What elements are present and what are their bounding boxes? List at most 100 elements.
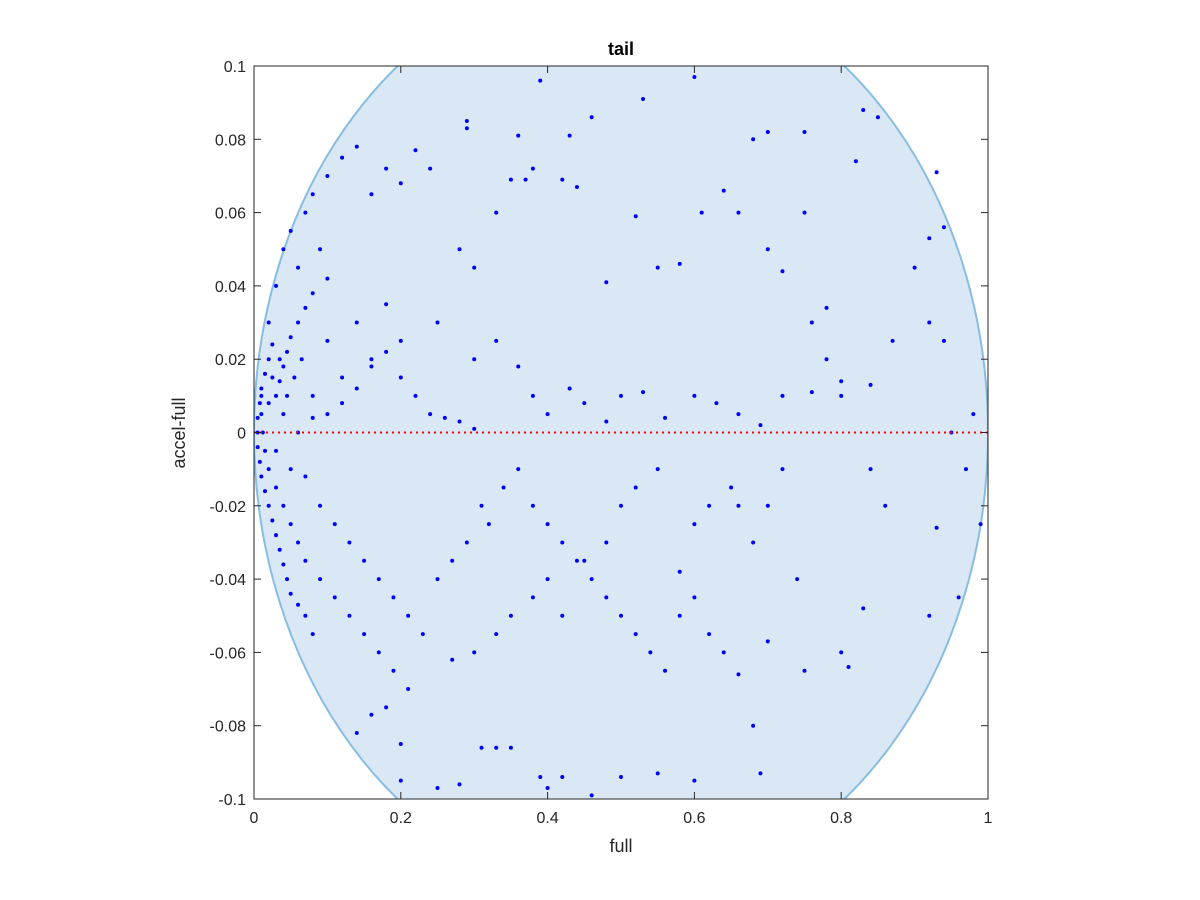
- y-tick-label: -0.08: [210, 719, 247, 736]
- data-point: [677, 569, 682, 574]
- data-point: [729, 485, 734, 490]
- data-point: [663, 415, 668, 420]
- data-point: [560, 775, 565, 780]
- data-point: [655, 265, 660, 270]
- data-point: [677, 613, 682, 618]
- data-point: [486, 522, 491, 527]
- y-tick-label: 0.02: [215, 352, 246, 369]
- data-point: [861, 107, 866, 112]
- data-point: [391, 668, 396, 673]
- data-point: [332, 522, 337, 527]
- data-point: [677, 261, 682, 266]
- data-point: [413, 393, 418, 398]
- y-tick-labels: -0.1 -0.08 -0.06 -0.04 -0.02 0 0.02 0.04 0.06 0.0…: [210, 59, 247, 809]
- x-axis-label: full: [609, 836, 632, 856]
- data-point: [861, 606, 866, 611]
- data-point: [277, 357, 282, 362]
- data-point: [692, 778, 697, 783]
- data-point: [619, 613, 623, 618]
- axis-ticks: [253, 65, 989, 800]
- data-point: [560, 540, 565, 545]
- data-point: [633, 485, 638, 490]
- data-point: [824, 357, 829, 362]
- data-point: [435, 320, 440, 325]
- data-point: [406, 613, 411, 618]
- data-point: [765, 247, 770, 252]
- data-point: [318, 577, 323, 582]
- data-point: [494, 210, 499, 215]
- data-point: [692, 74, 697, 79]
- data-point: [450, 657, 455, 662]
- data-point: [927, 320, 932, 325]
- data-point: [963, 467, 968, 472]
- data-point: [707, 632, 712, 637]
- x-tick-label: 0.4: [536, 810, 558, 827]
- data-point: [369, 192, 374, 197]
- data-point: [956, 595, 961, 600]
- data-point: [303, 474, 308, 479]
- y-tick-label: 0: [237, 426, 246, 443]
- data-point: [780, 269, 785, 274]
- data-point: [978, 522, 983, 527]
- data-point: [934, 170, 939, 175]
- data-point: [472, 426, 477, 431]
- data-point: [340, 401, 345, 406]
- data-point: [721, 650, 726, 655]
- data-point: [292, 375, 297, 380]
- data-point: [347, 613, 352, 618]
- data-point: [868, 382, 873, 387]
- data-point: [912, 265, 917, 270]
- data-point: [604, 540, 609, 545]
- data-point: [384, 166, 389, 171]
- data-point: [765, 503, 770, 508]
- data-point: [325, 338, 330, 343]
- data-point: [285, 393, 290, 398]
- data-point: [751, 723, 756, 728]
- data-point: [457, 419, 462, 424]
- data-point: [494, 632, 499, 637]
- data-point: [274, 448, 279, 453]
- data-point: [472, 650, 477, 655]
- data-point: [934, 525, 939, 530]
- data-point: [263, 448, 268, 453]
- y-tick-label: 0.1: [224, 59, 246, 76]
- data-point: [263, 371, 268, 376]
- data-point: [927, 236, 932, 241]
- data-point: [890, 338, 895, 343]
- data-point: [655, 467, 660, 472]
- data-point: [435, 577, 440, 582]
- x-tick-label: 0.6: [683, 810, 705, 827]
- data-point: [347, 540, 352, 545]
- data-point: [391, 595, 396, 600]
- data-point: [802, 668, 807, 673]
- data-point: [274, 283, 279, 288]
- data-point: [839, 379, 844, 384]
- data-point: [545, 522, 550, 527]
- data-point: [472, 265, 477, 270]
- data-point: [259, 412, 264, 417]
- data-point: [530, 166, 535, 171]
- data-point: [707, 503, 712, 508]
- data-point: [765, 639, 770, 644]
- data-point: [266, 503, 271, 508]
- data-point: [259, 386, 264, 391]
- data-point: [868, 467, 873, 472]
- data-point: [545, 577, 550, 582]
- data-point: [457, 782, 462, 787]
- data-point: [736, 210, 741, 215]
- data-point: [398, 778, 403, 783]
- chart-title: tail: [608, 39, 634, 59]
- data-point: [538, 78, 543, 83]
- data-point: [619, 775, 623, 780]
- data-point: [655, 771, 660, 776]
- y-tick-label: -0.04: [210, 572, 247, 589]
- data-point: [369, 364, 374, 369]
- data-point: [641, 96, 646, 101]
- data-point: [281, 364, 286, 369]
- data-point: [516, 364, 521, 369]
- data-point: [277, 547, 282, 552]
- y-axis-label: accel-full: [169, 397, 189, 468]
- data-point: [340, 155, 345, 160]
- data-point: [875, 115, 880, 120]
- y-tick-label: -0.1: [218, 792, 246, 809]
